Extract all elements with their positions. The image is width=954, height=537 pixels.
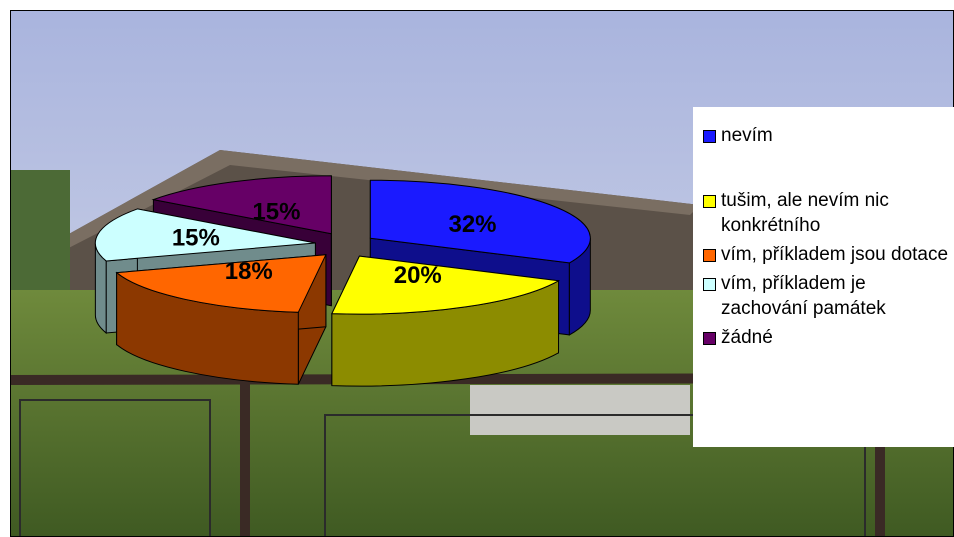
- pie-slice: 18%: [115, 254, 327, 385]
- legend-swatch: [703, 130, 716, 143]
- legend-label: žádné: [721, 327, 773, 348]
- legend-label: vím, příkladem je zachování památek: [721, 273, 886, 319]
- legend-item: vím, příkladem jsou dotace: [703, 242, 950, 267]
- slice-top: [151, 175, 332, 235]
- slice-top: [115, 254, 327, 313]
- slice-top: [331, 255, 561, 315]
- pie: 15% 32%15%18% 20%: [94, 175, 591, 387]
- slice-top: [94, 208, 316, 262]
- legend-swatch: [703, 278, 716, 291]
- pie-slice: 20%: [331, 255, 561, 387]
- legend-label: tušim, ale nevím nic konkrétního: [721, 190, 889, 236]
- slice-top: [369, 179, 591, 264]
- data-label: 15%: [172, 225, 220, 252]
- legend: nevím tušim, ale nevím nic konkrétního vím…: [693, 107, 954, 447]
- legend-swatch: [703, 249, 716, 262]
- legend-label: vím, příkladem jsou dotace: [721, 244, 949, 265]
- legend-item: tušim, ale nevím nic konkrétního: [703, 188, 950, 238]
- data-label: 15%: [252, 198, 300, 225]
- data-label: 20%: [394, 262, 442, 289]
- legend-item: nevím: [703, 123, 950, 148]
- legend-item: vím, příkladem je zachování památek: [703, 271, 950, 321]
- data-label: 32%: [448, 211, 496, 238]
- legend-item: žádné: [703, 325, 950, 350]
- legend-label: nevím: [721, 125, 773, 146]
- legend-swatch: [703, 195, 716, 208]
- data-label: 18%: [225, 258, 273, 285]
- legend-swatch: [703, 332, 716, 345]
